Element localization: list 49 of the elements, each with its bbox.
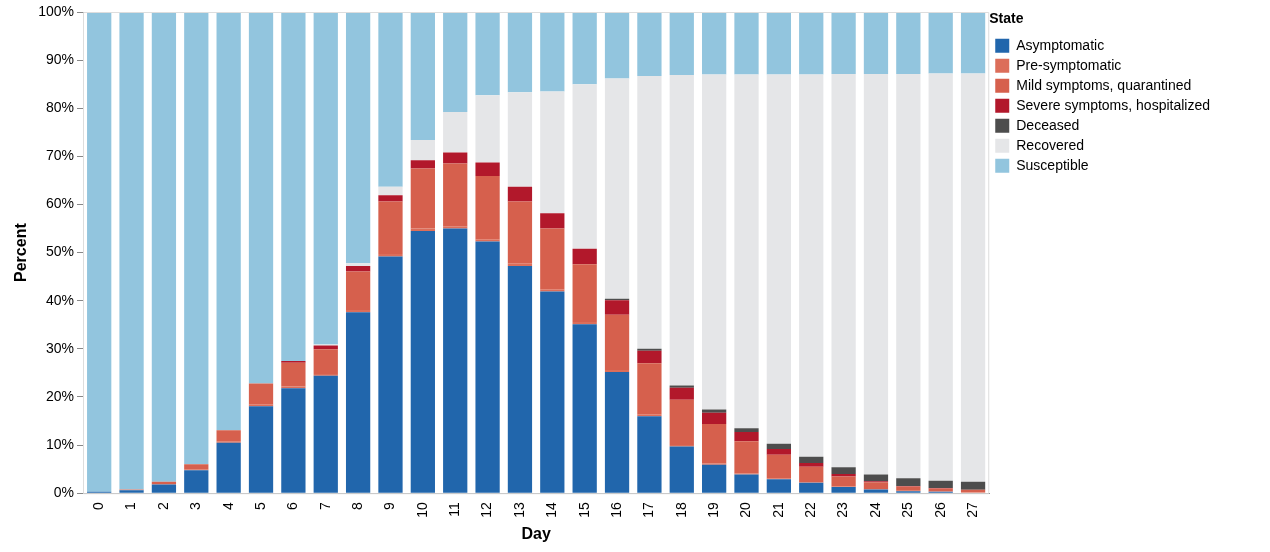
x-tick-label: 16 xyxy=(607,502,624,518)
x-tick-label: 2 xyxy=(154,502,171,511)
x-tick-label: 13 xyxy=(510,502,527,518)
y-tick-label: 0% xyxy=(53,484,75,501)
x-tick-label: 19 xyxy=(705,502,721,518)
x-tick-label: 20 xyxy=(737,502,754,518)
legend-label: Severe symptoms, hospitalized xyxy=(1016,96,1211,113)
legend-label: Asymptomatic xyxy=(1016,36,1105,53)
y-tick-label: 80% xyxy=(45,99,75,116)
x-tick-label: 18 xyxy=(672,502,689,518)
x-tick-label: 11 xyxy=(446,502,463,517)
x-tick-label: 9 xyxy=(381,502,398,511)
x-tick-label: 25 xyxy=(899,502,916,518)
legend-label: Susceptible xyxy=(1016,156,1089,173)
x-tick-label: 5 xyxy=(251,502,268,511)
x-tick-label: 4 xyxy=(219,502,236,511)
y-tick-label: 20% xyxy=(45,387,75,404)
x-tick-label: 21 xyxy=(769,502,786,518)
x-tick-label: 27 xyxy=(963,502,980,518)
x-tick-label: 22 xyxy=(802,502,819,518)
y-tick-label: 60% xyxy=(45,195,75,212)
x-tick-label: 24 xyxy=(866,502,883,518)
x-tick-label: 12 xyxy=(478,502,495,518)
x-tick-label: 15 xyxy=(575,502,592,518)
y-tick-label: 40% xyxy=(45,291,75,308)
x-tick-label: 1 xyxy=(122,502,139,511)
x-tick-label: 6 xyxy=(284,502,301,511)
x-tick-label: 23 xyxy=(834,502,851,518)
x-tick-label: 8 xyxy=(348,502,365,511)
x-axis-title: Day xyxy=(521,524,551,542)
y-tick-label: 10% xyxy=(45,435,75,452)
x-tick-label: 7 xyxy=(316,502,333,511)
x-tick-label: 10 xyxy=(413,502,430,518)
x-tick-label: 17 xyxy=(640,502,657,518)
legend-label: Deceased xyxy=(1016,116,1080,133)
y-tick-label: 90% xyxy=(45,50,75,67)
x-tick-label: 14 xyxy=(543,502,560,518)
x-tick-label: 0 xyxy=(90,502,107,511)
y-tick-label: 70% xyxy=(45,147,75,164)
legend-label: Mild symptoms, quarantined xyxy=(1016,76,1192,93)
legend-title: State xyxy=(989,9,1024,26)
legend-label: Pre-symptomatic xyxy=(1016,56,1122,73)
legend-label: Recovered xyxy=(1016,136,1084,153)
y-tick-label: 50% xyxy=(45,243,75,260)
x-tick-label: 26 xyxy=(931,502,948,518)
y-tick-label: 100% xyxy=(38,2,75,19)
x-tick-label: 3 xyxy=(187,502,204,511)
y-axis-title: Percent xyxy=(12,222,30,282)
y-tick-label: 30% xyxy=(45,339,75,356)
